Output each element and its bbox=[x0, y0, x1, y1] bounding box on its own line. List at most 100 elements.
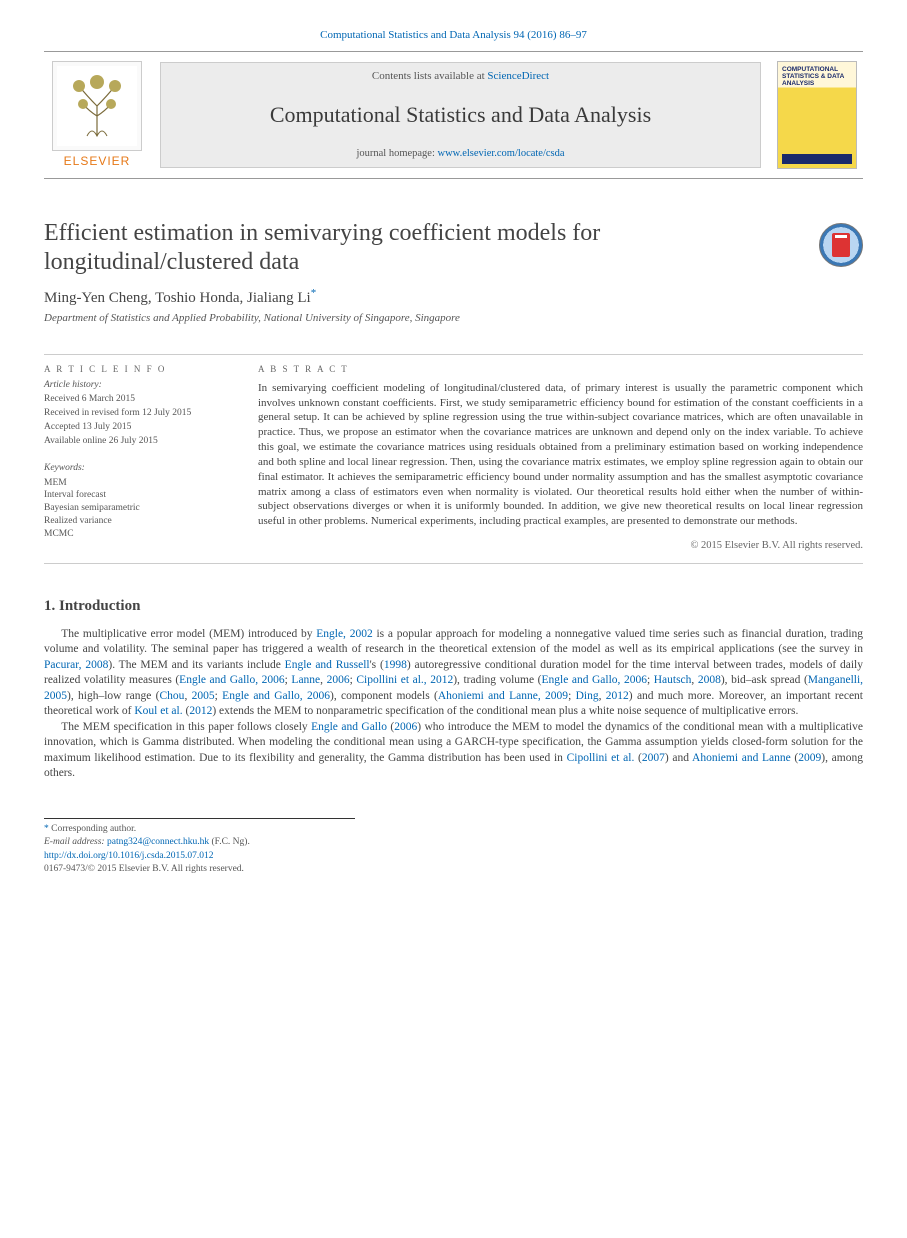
ref-link[interactable]: 2005 bbox=[192, 690, 215, 702]
ref-link[interactable]: 1998 bbox=[384, 659, 407, 671]
citation-line: Computational Statistics and Data Analys… bbox=[44, 28, 863, 43]
article-info-heading: A R T I C L E I N F O bbox=[44, 363, 234, 375]
keyword-item: MCMC bbox=[44, 528, 234, 541]
email-footnote: E-mail address: patng324@connect.hku.hk … bbox=[44, 836, 355, 849]
keywords-label: Keywords: bbox=[44, 462, 234, 475]
ref-link[interactable]: Koul et al. bbox=[134, 705, 182, 717]
email-link[interactable]: patng324@connect.hku.hk bbox=[107, 837, 209, 847]
author-list: Ming-Yen Cheng, Toshio Honda, Jialiang L… bbox=[44, 286, 863, 308]
text-run: ), bid–ask spread ( bbox=[721, 674, 808, 686]
article-title: Efficient estimation in semivarying coef… bbox=[44, 219, 799, 277]
email-suffix: (F.C. Ng). bbox=[209, 837, 250, 847]
ref-link[interactable]: Hautsch bbox=[654, 674, 692, 686]
citation-link[interactable]: Computational Statistics and Data Analys… bbox=[320, 29, 587, 41]
ref-link[interactable]: 2012 bbox=[606, 690, 629, 702]
text-run: ) extends the MEM to nonparametric speci… bbox=[212, 705, 798, 717]
ref-link[interactable]: Ahoniemi and Lanne, 2009 bbox=[438, 690, 568, 702]
corresponding-star-icon[interactable]: * bbox=[311, 287, 317, 299]
text-run: ), trading volume ( bbox=[453, 674, 541, 686]
ref-link[interactable]: 2008 bbox=[698, 674, 721, 686]
footnote-label: Corresponding author. bbox=[51, 824, 136, 834]
text-run: ) and bbox=[665, 752, 692, 764]
doi-line: http://dx.doi.org/10.1016/j.csda.2015.07… bbox=[44, 850, 863, 863]
text-run: The multiplicative error model (MEM) int… bbox=[61, 628, 316, 640]
ref-link[interactable]: Engle and Gallo, 2006 bbox=[222, 690, 330, 702]
homepage-line: journal homepage: www.elsevier.com/locat… bbox=[161, 147, 760, 161]
text-run: ). The MEM and its variants include bbox=[108, 659, 284, 671]
date-revised: Received in revised form 12 July 2015 bbox=[44, 407, 234, 420]
cover-title-text: COMPUTATIONAL STATISTICS & DATA ANALYSIS bbox=[782, 66, 852, 87]
keyword-item: MEM bbox=[44, 477, 234, 490]
crossmark-icon bbox=[832, 233, 850, 257]
ref-link[interactable]: 2009 bbox=[798, 752, 821, 764]
journal-header: ELSEVIER Contents lists available at Sci… bbox=[44, 51, 863, 179]
text-run: ), component models ( bbox=[330, 690, 438, 702]
keywords-block: Keywords: MEM Interval forecast Bayesian… bbox=[44, 462, 234, 541]
ref-link[interactable]: Engle, 2002 bbox=[316, 628, 372, 640]
text-run: ; bbox=[568, 690, 576, 702]
homepage-prefix: journal homepage: bbox=[356, 148, 437, 159]
elsevier-label: ELSEVIER bbox=[64, 153, 131, 169]
date-accepted: Accepted 13 July 2015 bbox=[44, 421, 234, 434]
title-line-1: Efficient estimation in semivarying coef… bbox=[44, 220, 600, 246]
journal-info-block: Contents lists available at ScienceDirec… bbox=[160, 62, 761, 168]
text-run: 's ( bbox=[370, 659, 384, 671]
corresponding-footnote: * Corresponding author. bbox=[44, 823, 355, 836]
abstract-heading: A B S T R A C T bbox=[258, 363, 863, 375]
footnote-block: * Corresponding author. E-mail address: … bbox=[44, 818, 355, 849]
sciencedirect-link[interactable]: ScienceDirect bbox=[487, 70, 549, 82]
ref-link[interactable]: Pacurar, 2008 bbox=[44, 659, 108, 671]
contents-available-line: Contents lists available at ScienceDirec… bbox=[161, 69, 760, 84]
text-run: ( bbox=[634, 752, 642, 764]
ref-link[interactable]: Lanne bbox=[291, 674, 320, 686]
article-info-column: A R T I C L E I N F O Article history: R… bbox=[44, 363, 234, 554]
date-online: Available online 26 July 2015 bbox=[44, 435, 234, 448]
homepage-link[interactable]: www.elsevier.com/locate/csda bbox=[438, 148, 565, 159]
journal-title: Computational Statistics and Data Analys… bbox=[161, 100, 760, 130]
abstract-copyright: © 2015 Elsevier B.V. All rights reserved… bbox=[258, 539, 863, 553]
authors-text: Ming-Yen Cheng, Toshio Honda, Jialiang L… bbox=[44, 290, 311, 306]
ref-link[interactable]: Engle and Russell bbox=[285, 659, 370, 671]
history-label: Article history: bbox=[44, 379, 234, 392]
text-run: , bbox=[184, 690, 191, 702]
keyword-item: Bayesian semiparametric bbox=[44, 502, 234, 515]
ref-link[interactable]: Ding bbox=[576, 690, 599, 702]
ref-link[interactable]: Cipollini et al., 2012 bbox=[356, 674, 453, 686]
abstract-text: In semivarying coefficient modeling of l… bbox=[258, 381, 863, 529]
ref-link[interactable]: Engle and Gallo, 2006 bbox=[541, 674, 647, 686]
text-run: ), high–low range ( bbox=[67, 690, 160, 702]
email-prefix: E-mail address: bbox=[44, 837, 107, 847]
article-history: Article history: Received 6 March 2015 R… bbox=[44, 379, 234, 448]
ref-link[interactable]: Cipollini et al. bbox=[567, 752, 635, 764]
ref-link[interactable]: 2006 bbox=[394, 721, 417, 733]
abstract-column: A B S T R A C T In semivarying coefficie… bbox=[234, 363, 863, 554]
contents-prefix: Contents lists available at bbox=[372, 70, 487, 82]
crossmark-badge[interactable] bbox=[819, 223, 863, 267]
affiliation: Department of Statistics and Applied Pro… bbox=[44, 311, 863, 326]
ref-link[interactable]: 2006 bbox=[327, 674, 350, 686]
elsevier-logo[interactable]: ELSEVIER bbox=[44, 52, 150, 178]
text-run: The MEM specification in this paper foll… bbox=[61, 721, 311, 733]
keyword-item: Interval forecast bbox=[44, 489, 234, 502]
doi-link[interactable]: http://dx.doi.org/10.1016/j.csda.2015.07… bbox=[44, 851, 214, 861]
journal-cover-thumb[interactable]: COMPUTATIONAL STATISTICS & DATA ANALYSIS bbox=[771, 52, 863, 178]
ref-link[interactable]: Engle and Gallo, 2006 bbox=[179, 674, 285, 686]
ref-link[interactable]: Engle and Gallo bbox=[311, 721, 387, 733]
title-line-2: longitudinal/clustered data bbox=[44, 249, 299, 275]
ref-link[interactable]: 2012 bbox=[189, 705, 212, 717]
bottom-copyright: 0167-9473/© 2015 Elsevier B.V. All right… bbox=[44, 863, 863, 876]
ref-link[interactable]: 2007 bbox=[642, 752, 665, 764]
text-run: ; bbox=[647, 674, 654, 686]
text-run: , bbox=[599, 690, 606, 702]
date-received: Received 6 March 2015 bbox=[44, 393, 234, 406]
paragraph-1: The multiplicative error model (MEM) int… bbox=[44, 627, 863, 720]
keyword-item: Realized variance bbox=[44, 515, 234, 528]
cover-image: COMPUTATIONAL STATISTICS & DATA ANALYSIS bbox=[777, 61, 857, 169]
ref-link[interactable]: Chou bbox=[160, 690, 185, 702]
elsevier-tree-icon bbox=[52, 61, 142, 151]
ref-link[interactable]: Ahoniemi and Lanne bbox=[692, 752, 791, 764]
info-abstract-row: A R T I C L E I N F O Article history: R… bbox=[44, 354, 863, 565]
body-text: The multiplicative error model (MEM) int… bbox=[44, 627, 863, 782]
paragraph-2: The MEM specification in this paper foll… bbox=[44, 720, 863, 782]
section-1-heading: 1. Introduction bbox=[44, 596, 863, 616]
